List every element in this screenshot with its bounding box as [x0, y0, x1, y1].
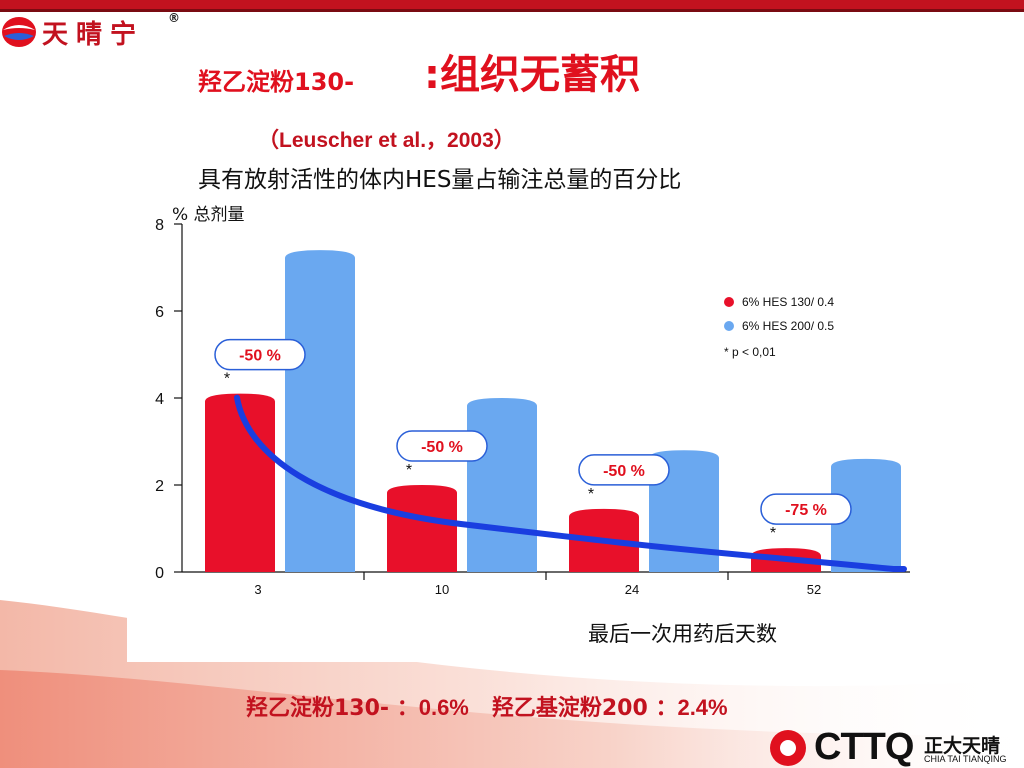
- summary-label-200: 羟乙基淀粉200 ：: [491, 696, 678, 721]
- trend-curve: [234, 394, 907, 573]
- tianqingning-logo: [2, 17, 36, 47]
- reference-citation: （Leuscher et al.，2003）: [258, 129, 515, 152]
- significance-star: *: [224, 371, 230, 388]
- registered-mark: ®: [168, 11, 180, 25]
- title-drug-name: 羟乙淀粉130-: [198, 68, 355, 96]
- y-tick-label: 4: [155, 391, 164, 408]
- reduction-label: -50 %: [603, 463, 645, 480]
- cttq-brand-letters: CTTQ: [814, 726, 914, 768]
- reduction-badge: [578, 454, 670, 486]
- summary-value-130: 0.6%: [418, 695, 469, 720]
- reduction-badge: [214, 338, 306, 371]
- summary-line: 羟乙淀粉130- ：0.6% 羟乙基淀粉200 ：2.4%: [246, 690, 728, 722]
- x-tick-label: 52: [807, 582, 821, 597]
- bar-hes200: [467, 398, 537, 572]
- x-tick-label: 10: [435, 582, 449, 597]
- bar-hes130: [387, 485, 457, 572]
- x-axis-label: 最后一次用药后天数: [588, 622, 777, 646]
- bar-hes200: [831, 458, 901, 572]
- bar-hes200: [285, 250, 355, 572]
- x-tick-label: 24: [625, 582, 639, 597]
- legend-swatch: [724, 297, 734, 307]
- y-tick-label: 2: [155, 478, 164, 495]
- top-accent-bar: [0, 0, 1024, 9]
- cttq-logo-icon-center: [780, 740, 796, 756]
- summary-label-130: 羟乙淀粉130- ：: [246, 696, 419, 721]
- cttq-brand-chinese: 正大天晴: [924, 735, 1001, 757]
- legend-label: 6% HES 200/ 0.5: [742, 319, 834, 333]
- logo-text: 天晴宁: [42, 20, 145, 50]
- reduction-label: -50 %: [239, 348, 281, 365]
- y-axis-label: % 总剂量: [172, 205, 245, 225]
- title-claim: :组织无蓄积: [424, 52, 640, 98]
- significance-star: *: [406, 462, 412, 479]
- legend-swatch: [724, 321, 734, 331]
- top-accent-bar-shadow: [0, 9, 1024, 12]
- significance-star: *: [770, 525, 776, 542]
- summary-value-200: 2.4%: [677, 695, 728, 720]
- bar-hes130: [205, 393, 275, 572]
- significance-note: * p < 0,01: [724, 345, 776, 359]
- reduction-badge: [760, 493, 852, 525]
- x-tick-label: 3: [254, 582, 261, 597]
- reduction-label: -75 %: [785, 502, 827, 519]
- y-tick-label: 6: [155, 304, 164, 321]
- reduction-badge: [396, 430, 488, 462]
- significance-star: *: [588, 486, 594, 503]
- cttq-brand-english: CHIA TAI TIANQING: [924, 754, 1007, 764]
- y-tick-label: 0: [155, 565, 164, 582]
- chart-subtitle: 具有放射活性的体内HES量占输注总量的百分比: [198, 167, 682, 193]
- bar-hes200: [649, 450, 719, 572]
- legend-label: 6% HES 130/ 0.4: [742, 295, 834, 309]
- reduction-label: -50 %: [421, 439, 463, 456]
- y-tick-label: 8: [155, 217, 164, 234]
